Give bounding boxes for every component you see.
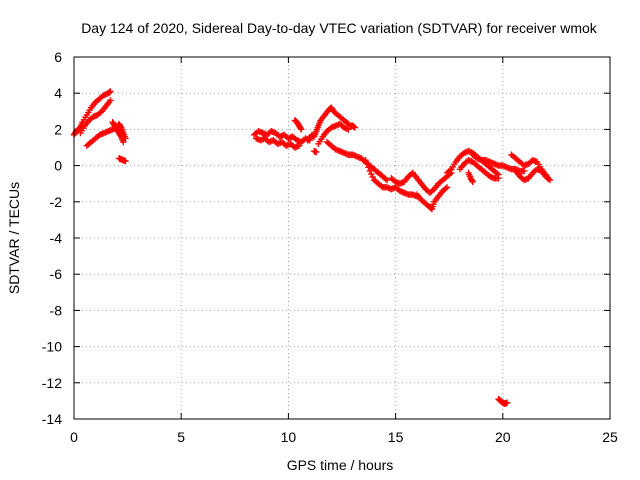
series-arc-g bbox=[253, 135, 303, 151]
x-tick-label: 0 bbox=[70, 429, 78, 445]
data-point-marker bbox=[366, 167, 374, 175]
data-point-marker bbox=[295, 142, 303, 149]
data-point-marker bbox=[368, 170, 375, 178]
data-point-marker bbox=[383, 176, 391, 184]
series-arc-q bbox=[456, 156, 502, 182]
x-axis-label: GPS time / hours bbox=[287, 457, 394, 473]
data-point-marker bbox=[362, 156, 369, 164]
data-point-marker bbox=[351, 124, 359, 131]
data-point-marker bbox=[107, 97, 114, 104]
y-tick-label: 0 bbox=[54, 158, 62, 174]
data-point-marker bbox=[545, 175, 552, 183]
x-tick-label: 5 bbox=[177, 429, 185, 445]
data-point-marker bbox=[378, 182, 385, 190]
series-arc-b bbox=[77, 97, 114, 137]
y-tick-label: -4 bbox=[50, 230, 63, 246]
y-tick-label: -6 bbox=[50, 266, 63, 282]
y-tick-label: 2 bbox=[54, 121, 62, 137]
y-tick-label: -10 bbox=[42, 339, 62, 355]
series-arc-h bbox=[291, 117, 305, 133]
series-arc-l bbox=[323, 138, 391, 184]
y-tick-label: -8 bbox=[50, 302, 63, 318]
series-arc-o bbox=[413, 184, 451, 213]
data-point-marker bbox=[313, 148, 320, 156]
data-points bbox=[70, 88, 554, 407]
data-point-marker bbox=[443, 184, 451, 191]
series-arc-i bbox=[304, 104, 359, 144]
x-tick-label: 25 bbox=[602, 429, 618, 445]
series-arc-d bbox=[109, 118, 127, 146]
series-arc-j bbox=[315, 120, 352, 148]
data-point-marker bbox=[369, 173, 376, 181]
data-point-marker bbox=[117, 132, 124, 139]
data-point-marker bbox=[495, 175, 502, 182]
data-point-marker bbox=[107, 88, 114, 95]
data-point-marker bbox=[97, 109, 104, 116]
chart-title: Day 124 of 2020, Sidereal Day-to-day VTE… bbox=[81, 20, 598, 36]
y-tick-label: -12 bbox=[42, 375, 62, 391]
y-tick-label: -2 bbox=[50, 194, 63, 210]
data-point-marker bbox=[122, 157, 129, 165]
data-point-marker bbox=[442, 185, 449, 192]
data-point-marker bbox=[446, 167, 454, 174]
y-tick-label: -14 bbox=[42, 411, 62, 427]
series-arc-a bbox=[70, 88, 114, 139]
x-tick-label: 10 bbox=[281, 429, 297, 445]
y-axis-label: SDTVAR / TECUs bbox=[6, 182, 22, 294]
data-point-marker bbox=[469, 178, 476, 186]
series-arc-m bbox=[362, 156, 421, 200]
data-point-marker bbox=[363, 160, 371, 167]
x-tick-label: 20 bbox=[495, 429, 511, 445]
y-tick-label: 6 bbox=[54, 49, 62, 65]
x-tick-label: 15 bbox=[388, 429, 404, 445]
series-arc-s bbox=[465, 169, 476, 186]
plot-frame bbox=[73, 56, 611, 420]
series-arc-u bbox=[512, 166, 554, 184]
data-point-marker bbox=[382, 175, 389, 183]
data-point-marker bbox=[521, 167, 528, 175]
data-point-marker bbox=[365, 164, 372, 171]
series-arc-v bbox=[495, 395, 511, 407]
grid bbox=[74, 57, 610, 419]
data-point-marker bbox=[503, 399, 511, 406]
series-arc-k bbox=[310, 147, 320, 156]
series-arc-f bbox=[250, 128, 314, 146]
data-point-marker bbox=[298, 126, 305, 133]
data-point-marker bbox=[546, 176, 554, 184]
series-arc-n bbox=[388, 169, 455, 196]
series-arc-e bbox=[115, 155, 129, 165]
data-point-marker bbox=[468, 177, 476, 184]
data-point-marker bbox=[120, 138, 127, 146]
data-point-marker bbox=[429, 187, 436, 194]
data-point-marker bbox=[345, 126, 352, 133]
data-point-marker bbox=[297, 124, 304, 132]
y-tick-label: 4 bbox=[54, 85, 62, 101]
